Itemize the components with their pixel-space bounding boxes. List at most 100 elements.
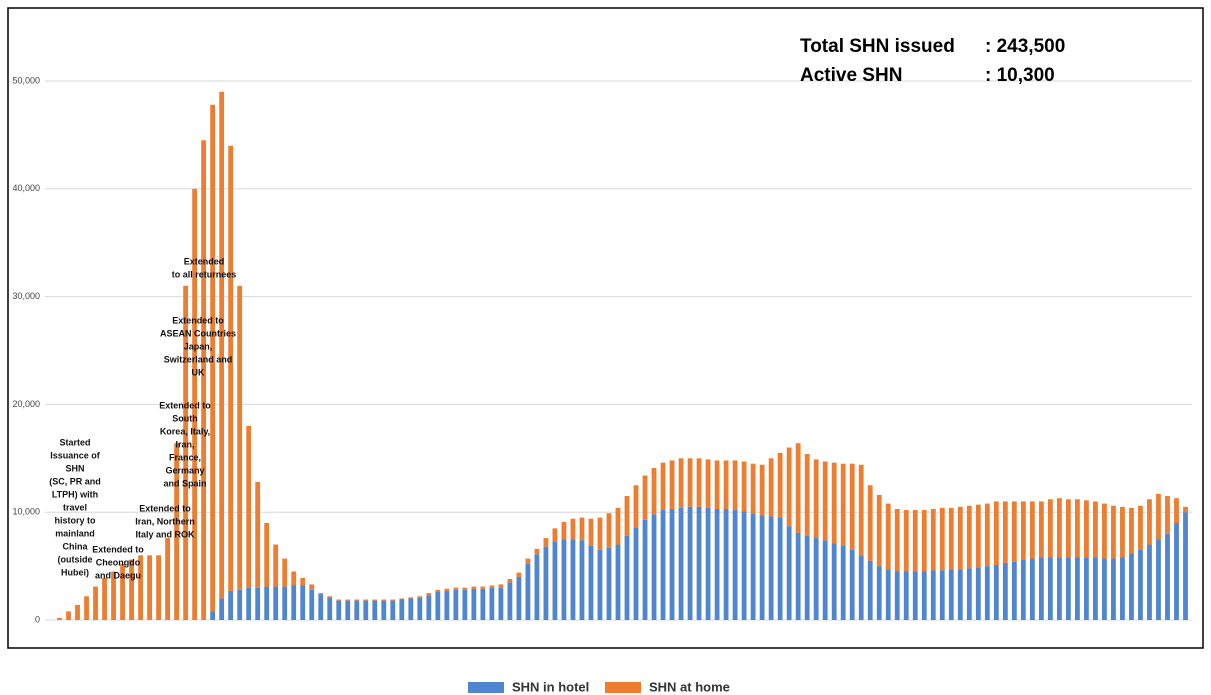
bar-segment [390,599,396,601]
legend-label: SHN in hotel [512,679,589,694]
bar-segment [354,599,360,601]
bar-segment [1038,557,1044,620]
bar-segment [300,585,306,620]
bar-segment [264,586,270,620]
bar-segment [435,591,441,620]
bar-segment [966,505,972,569]
bar-segment [1174,522,1179,620]
bar-segment [1038,501,1044,558]
annotation: Extended to [92,544,144,554]
bar-segment [975,567,981,620]
annotation: Korea, Italy, [160,426,210,436]
annotation: France, [169,452,201,462]
bar-segment [489,587,495,620]
bar-segment [795,443,801,533]
bar-segment [714,460,720,509]
annotation: travel [63,502,87,512]
bar-segment [831,462,837,544]
bar-segment [399,599,405,620]
bar-segment [1065,499,1071,558]
annotation: Iran, Northern [135,516,195,526]
bar-segment [993,565,999,620]
bar-segment [489,585,495,588]
bar-segment [93,586,98,620]
bar-segment [399,598,405,600]
bar-segment [552,528,558,542]
bar-segment [858,464,864,556]
bar-segment [192,188,198,621]
bar-segment [1138,505,1143,550]
bar-segment [867,485,873,561]
bar-segment [660,462,666,511]
bar-segment [993,501,999,566]
annotation: Cheongdo [96,557,141,567]
bar-segment [777,517,783,620]
bar-segment [318,594,324,620]
bar-segment [264,522,270,587]
legend-swatch [605,682,641,693]
bar-segment [129,559,134,620]
bar-segment [219,91,225,599]
bar-segment [813,459,819,539]
bar-segment [246,425,252,588]
bar-segment [318,593,324,595]
bar-segment [507,579,513,583]
bar-segment [462,589,468,620]
bar-segment [138,555,143,620]
bar-segment [534,554,540,620]
legend-swatch [468,682,504,693]
annotation: Started [59,437,90,447]
annotation: SHN [65,463,84,473]
annotation: South [172,413,198,423]
bar-segment [831,543,837,620]
bar-segment [282,558,288,587]
bar-segment [651,514,657,620]
annotation: Switzerland and [164,354,233,364]
bar-segment [705,459,711,508]
bar-segment [903,510,909,572]
bar-segment [336,600,342,620]
bar-segment [336,599,342,601]
stat-label: Total SHN issued [800,36,955,57]
bar-segment [417,597,423,620]
bar-segment [1093,557,1098,620]
bar-segment [1183,506,1188,513]
bar-segment [165,538,170,620]
bar-segment [381,600,387,620]
bar-segment [921,510,927,572]
bar-segment [345,600,351,620]
bar-segment [498,584,504,588]
bar-segment [309,589,315,620]
bar-segment [786,447,792,527]
bar-segment [174,443,180,620]
bar-segment [1084,500,1089,558]
bar-segment [363,599,369,601]
bar-segment [1056,498,1062,558]
bar-segment [525,558,531,564]
stat-label: Active SHN [800,65,902,86]
y-tick-label: 10,000 [12,507,40,517]
bar-segment [966,568,972,620]
bar-segment [579,540,585,620]
bar-segment [732,510,738,620]
bar-segment [957,506,963,570]
bar-segment [813,538,819,620]
annotation: LTPH) with [52,489,98,499]
bar-segment [1156,539,1161,620]
annotation: and Daegu [95,570,141,580]
bar-segment [426,593,432,596]
bar-segment [750,463,756,514]
bar-segment [606,513,612,548]
bar-segment [1011,561,1017,620]
annotation: ASEAN Countries [160,328,236,338]
bar-segment [948,507,954,570]
bar-segment [462,587,468,590]
bar-segment [777,452,783,518]
bar-segment [948,569,954,620]
bar-segment [669,508,675,620]
bar-segment [1147,544,1152,620]
bar-segment [669,460,675,509]
bar-segment [228,590,234,620]
bar-segment [840,463,846,546]
bar-segment [327,597,333,620]
